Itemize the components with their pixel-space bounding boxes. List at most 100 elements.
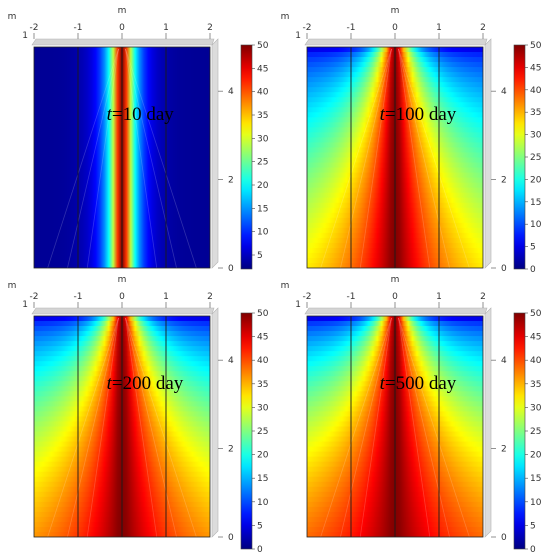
contour-line <box>398 48 450 268</box>
colorbar-tick-label: 20 <box>530 451 542 461</box>
y-axis-top-clipped-label: 1 <box>295 31 301 41</box>
colorbar <box>513 312 526 550</box>
x-tick-label: 0 <box>119 23 125 33</box>
colorbar-tick-label: 30 <box>257 403 269 413</box>
colorbar-tick-label: 0 <box>530 545 536 555</box>
heatmap-field <box>307 47 483 268</box>
colorbar-tick-label: 15 <box>257 204 268 214</box>
x-tick-label: -2 <box>303 292 312 302</box>
x-tick-label: 1 <box>163 23 169 33</box>
y-tick-label: 4 <box>228 356 234 366</box>
x-tick-label: 1 <box>163 292 169 302</box>
colorbar-tick-label: 20 <box>257 451 269 461</box>
x-axis-unit-label: m <box>391 6 400 16</box>
x-tick-label: 2 <box>480 23 486 33</box>
contour-line <box>320 317 392 537</box>
colorbar-tick-label: 5 <box>257 251 263 261</box>
time-label-symbol: t <box>380 373 386 394</box>
contour-line <box>67 48 119 268</box>
x-axis-unit-label: m <box>391 275 400 285</box>
plot-border <box>306 315 484 538</box>
colorbar-tick-label: 15 <box>257 474 268 484</box>
x-tick-label: -1 <box>74 292 83 302</box>
colorbar-tick-label: 50 <box>530 309 542 319</box>
heatmap-field <box>307 316 483 537</box>
right-axis-rail <box>211 307 219 538</box>
plot-border <box>306 46 484 269</box>
time-label-symbol: t <box>380 104 386 125</box>
colorbar-tick-label: 35 <box>257 111 268 121</box>
time-label-value: =500 day <box>385 373 457 394</box>
contour-line <box>125 48 197 268</box>
x-tick-label: -1 <box>74 23 83 33</box>
x-tick-label: 0 <box>119 292 125 302</box>
colorbar-tick-label: 35 <box>257 380 268 390</box>
y-axis-top-clipped-label: 1 <box>295 300 301 310</box>
contour-line <box>398 317 450 537</box>
x-tick-label: -1 <box>347 292 356 302</box>
contour-line <box>320 48 392 268</box>
right-axis-rail <box>211 38 219 269</box>
contour-line <box>125 48 177 268</box>
y-tick-label: 0 <box>501 533 507 543</box>
colorbar-tick-label: 0 <box>257 545 263 555</box>
contour-line <box>359 317 392 537</box>
y-tick-label: 2 <box>501 176 507 186</box>
x-tick-label: -2 <box>30 292 39 302</box>
y-tick-label: 2 <box>228 445 234 455</box>
colorbar-tick-label: 15 <box>530 198 541 208</box>
colorbar-tick-label: 10 <box>530 220 542 230</box>
y-tick-label: 2 <box>501 445 507 455</box>
contour-line <box>398 317 431 537</box>
x-tick-label: 1 <box>436 23 442 33</box>
heatmap-field <box>34 316 210 537</box>
colorbar-tick-label: 45 <box>257 64 268 74</box>
contour-line <box>398 48 431 268</box>
colorbar-tick-label: 20 <box>257 181 269 191</box>
y-axis-unit-label: m <box>8 12 17 22</box>
x-tick-label: -1 <box>347 23 356 33</box>
top-axis-rail <box>31 307 215 315</box>
contour-line <box>125 317 177 537</box>
colorbar <box>240 312 253 550</box>
contour-line <box>86 48 119 268</box>
contour-line <box>340 317 392 537</box>
y-axis-unit-label: m <box>281 12 290 22</box>
contour-line <box>67 317 119 537</box>
colorbar-tick-label: 45 <box>530 333 541 343</box>
colorbar-tick-label: 40 <box>257 88 269 98</box>
x-tick-label: 2 <box>480 292 486 302</box>
colorbar-tick-label: 30 <box>530 403 542 413</box>
time-label-symbol: t <box>107 104 113 125</box>
y-tick-label: 0 <box>501 264 507 274</box>
y-tick-label: 0 <box>228 264 234 274</box>
colorbar-tick-label: 20 <box>530 175 542 185</box>
contour-line <box>125 317 197 537</box>
time-label: t=10 day <box>107 104 175 125</box>
contour-line <box>47 317 119 537</box>
colorbar <box>240 44 253 270</box>
right-axis-rail <box>484 307 492 538</box>
top-axis-rail <box>304 307 488 315</box>
colorbar <box>513 44 526 270</box>
colorbar-tick-label: 0 <box>530 265 536 275</box>
y-axis-top-clipped-label: 1 <box>22 300 28 310</box>
contour-line <box>340 48 392 268</box>
contour-line <box>359 48 392 268</box>
heatmap-field <box>34 47 210 268</box>
x-tick-label: -2 <box>30 23 39 33</box>
top-axis-rail <box>31 38 215 46</box>
time-label-symbol: t <box>107 373 113 394</box>
colorbar-tick-label: 30 <box>530 131 542 141</box>
top-axis-rail <box>304 38 488 46</box>
contour-line <box>47 48 119 268</box>
x-tick-label: 0 <box>392 23 398 33</box>
plot-border <box>33 315 211 538</box>
colorbar-tick-label: 50 <box>257 41 269 51</box>
colorbar-tick-label: 10 <box>257 498 269 508</box>
right-axis-rail <box>484 38 492 269</box>
time-label: t=500 day <box>380 373 457 394</box>
